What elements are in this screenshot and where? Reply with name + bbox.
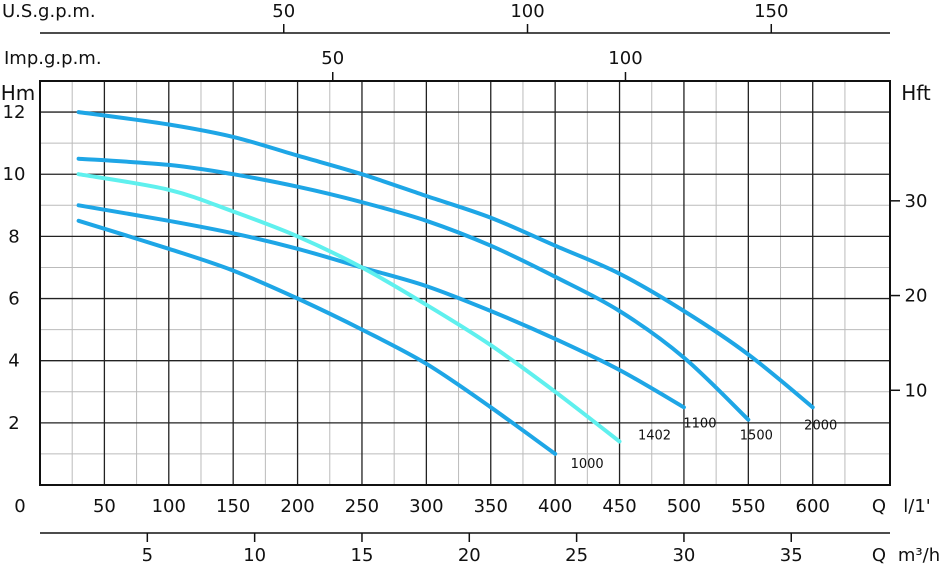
- curve-label-1000: 1000: [571, 457, 604, 472]
- flow-lmin-tick-label: 50: [93, 496, 116, 517]
- head-ft-tick-label: 30: [905, 191, 928, 212]
- flow-m3h-tick-label: 25: [565, 545, 588, 565]
- curve-label-1402: 1402: [638, 428, 671, 443]
- head-m-tick-label: 12: [3, 102, 26, 123]
- curves: [76, 110, 815, 456]
- minor-grid: [40, 81, 890, 485]
- flow-lmin-tick-label: 350: [474, 496, 508, 517]
- plot-frame: [39, 80, 891, 486]
- flow-m3h-tick-label: 10: [243, 545, 266, 565]
- curve-labels: 1000 1402 1100 1500 2000: [571, 416, 838, 472]
- head-m-axis-label: Hm: [1, 81, 36, 105]
- head-m-tick-label: 4: [8, 351, 19, 372]
- head-m-tick-label: 2: [8, 413, 19, 434]
- head-ft-tick-label: 20: [905, 286, 928, 307]
- flow-m3h-unit-label: m³/h: [898, 545, 940, 565]
- flow-usgpm-tick-label: 100: [510, 1, 544, 22]
- flow-lmin-tick-label: 600: [796, 496, 830, 517]
- flow-m3h-axis-label: Q: [872, 545, 886, 565]
- curve-label-1100: 1100: [683, 416, 716, 431]
- curve-label-1500: 1500: [740, 429, 773, 444]
- flow-lmin-tick-label: 400: [538, 496, 572, 517]
- curve-1500: [76, 156, 751, 422]
- head-m-tick-label: 8: [8, 226, 19, 247]
- flow-m3h-tick-label: 5: [142, 545, 153, 565]
- flow-lmin-tick-label: 450: [602, 496, 636, 517]
- head-m-tick-label: 10: [3, 164, 26, 185]
- flow-m3h-tick-label: 30: [672, 545, 695, 565]
- flow-zero-label: 0: [14, 496, 25, 517]
- curve-1000: [76, 218, 558, 456]
- flow-usgpm-axis-label: U.S.g.p.m.: [2, 1, 96, 22]
- curve-2000: [76, 110, 815, 410]
- flow-lmin-tick-label: 100: [152, 496, 186, 517]
- curve-1402: [76, 172, 622, 444]
- flow-lmin-tick-label: 500: [667, 496, 701, 517]
- curve-1100: [76, 203, 686, 410]
- axes: [39, 24, 900, 542]
- flow-usgpm-tick-label: 150: [754, 1, 788, 22]
- head-m-tick-label: 6: [8, 289, 19, 310]
- flow-lmin-tick-label: 150: [216, 496, 250, 517]
- flow-lmin-tick-label: 200: [280, 496, 314, 517]
- flow-m3h-tick-label: 35: [780, 545, 803, 565]
- flow-lmin-tick-label: 250: [345, 496, 379, 517]
- head-ft-axis-label: Hft: [901, 81, 931, 105]
- head-ft-tick-label: 10: [905, 380, 928, 401]
- flow-lmin-tick-label: 550: [731, 496, 765, 517]
- flow-impgpm-tick-label: 100: [608, 48, 642, 69]
- flow-lmin-unit-label: l/1': [903, 496, 930, 517]
- flow-m3h-tick-label: 15: [351, 545, 374, 565]
- flow-lmin-tick-label: 300: [409, 496, 443, 517]
- major-grid: [40, 81, 890, 485]
- flow-m3h-tick-label: 20: [458, 545, 481, 565]
- flow-usgpm-tick-label: 50: [272, 1, 295, 22]
- flow-lmin-axis-label: Q: [872, 496, 886, 517]
- curve-label-2000: 2000: [804, 418, 837, 433]
- flow-impgpm-axis-label: Imp.g.p.m.: [4, 48, 102, 69]
- flow-impgpm-tick-label: 50: [321, 48, 344, 69]
